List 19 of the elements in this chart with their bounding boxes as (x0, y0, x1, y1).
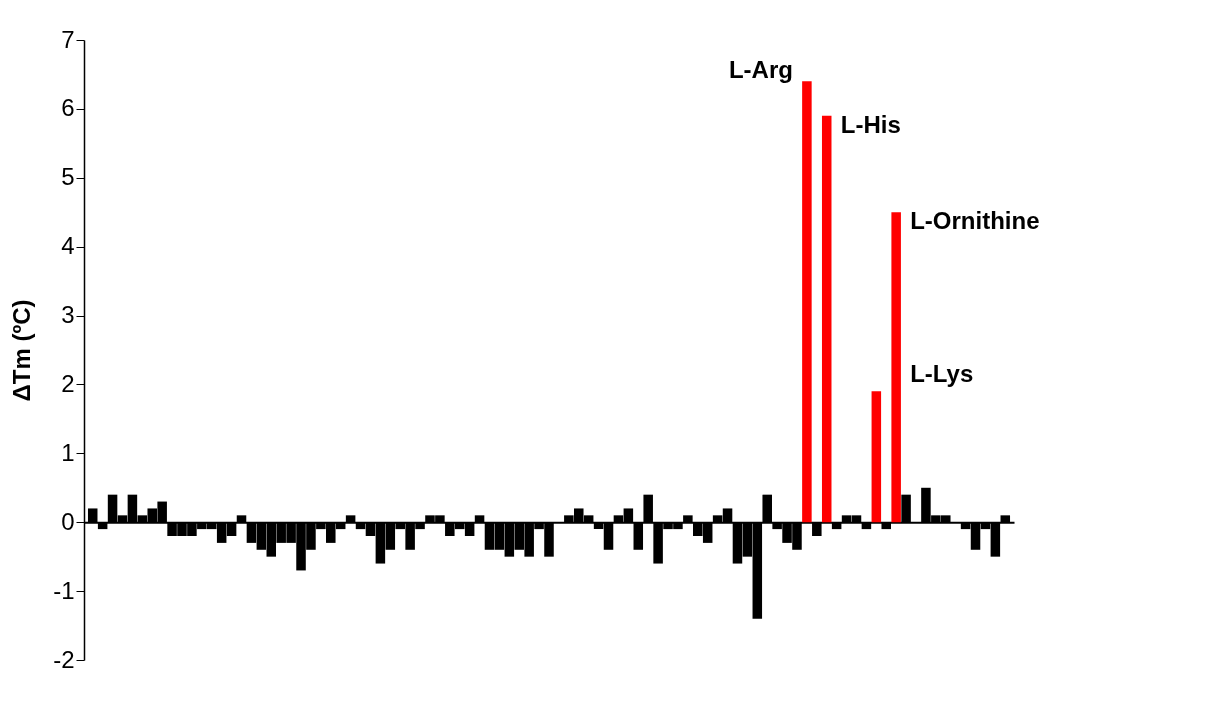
annotation: L-His (840, 110, 901, 138)
bar (821, 115, 832, 523)
annotation: L-Lys (910, 360, 974, 388)
y-tick-label: 3 (61, 301, 75, 329)
y-tick-label: 6 (61, 94, 75, 122)
annotation: L-Ornithine (910, 207, 1040, 235)
y-axis-title: ΔTm (ºC) (8, 299, 36, 402)
y-tick-label: -1 (53, 576, 75, 604)
bar (802, 81, 812, 523)
bar (891, 212, 901, 523)
y-tick-label: 1 (61, 438, 75, 466)
y-tick-label: 4 (61, 232, 75, 260)
y-tick-label: 0 (61, 507, 75, 535)
annotation: L-Arg (728, 56, 793, 84)
y-tick-label: 2 (61, 369, 75, 397)
bar (871, 391, 882, 523)
y-tick-label: 7 (61, 25, 75, 53)
y-tick-label: -2 (53, 645, 75, 673)
y-tick-label: 5 (61, 163, 75, 191)
